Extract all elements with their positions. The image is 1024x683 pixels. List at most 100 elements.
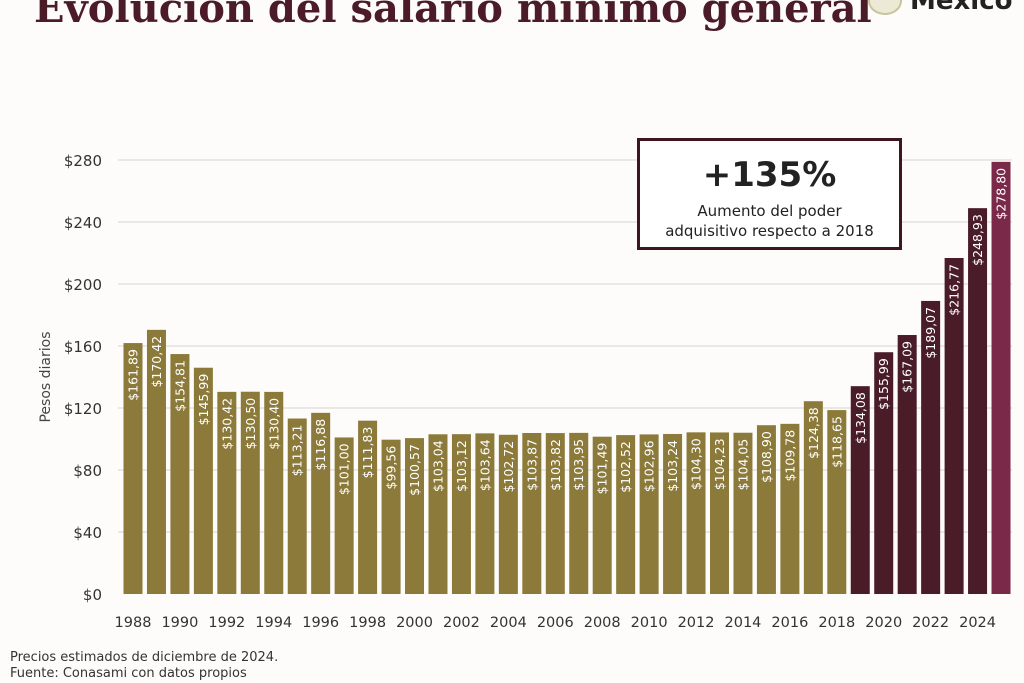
data-label: $99,56 — [384, 446, 399, 490]
bar-2002 — [451, 434, 471, 594]
y-tick-label: $80 — [73, 462, 102, 480]
bar-2008 — [592, 436, 612, 594]
data-label: $134,08 — [853, 392, 868, 444]
x-tick-label: 1990 — [161, 615, 198, 631]
data-label: $154,81 — [172, 360, 187, 412]
data-label: $145,99 — [196, 374, 211, 426]
data-label: $189,07 — [923, 307, 938, 359]
bar-1994 — [264, 391, 284, 594]
footnote-source: Fuente: Conasami con datos propios — [10, 666, 247, 681]
bar-2017 — [803, 401, 823, 594]
y-tick-label: $280 — [64, 152, 102, 170]
data-label: $104,30 — [689, 438, 704, 490]
footnotes: Precios estimados de diciembre de 2024. … — [10, 650, 278, 682]
data-label: $109,78 — [782, 430, 797, 482]
bar-1990 — [170, 354, 190, 594]
y-tick-label: $240 — [64, 214, 102, 232]
data-label: $103,95 — [571, 439, 586, 491]
bar-2020 — [874, 352, 894, 594]
y-tick-label: $120 — [64, 400, 102, 418]
x-tick-label: 2018 — [818, 615, 855, 631]
data-label: $111,83 — [360, 427, 375, 479]
callout-headline: +135% — [702, 155, 837, 195]
page-title: Evolución del salario mínimo general — [34, 0, 872, 32]
bar-2004 — [498, 434, 518, 594]
callout-box: +135% Aumento del poder adquisitivo resp… — [637, 138, 902, 250]
bar-1998 — [358, 420, 378, 594]
data-label: $130,40 — [266, 398, 281, 450]
data-label: $130,50 — [243, 398, 258, 450]
bar-1988 — [123, 343, 143, 594]
data-label: $100,57 — [407, 444, 422, 496]
bar-2003 — [475, 433, 495, 594]
y-tick-label: $200 — [64, 276, 102, 294]
data-label: $216,77 — [947, 264, 962, 316]
data-label: $124,38 — [806, 407, 821, 459]
y-tick-label: $40 — [73, 524, 102, 542]
x-tick-label: 1988 — [115, 615, 152, 631]
data-label: $102,96 — [642, 440, 657, 492]
data-label: $104,23 — [712, 438, 727, 490]
logo: México — [868, 0, 1012, 16]
bar-2021 — [897, 335, 917, 594]
y-tick-label: $0 — [83, 586, 102, 604]
y-axis-label: Pesos diarios — [38, 331, 54, 422]
bar-2006 — [545, 433, 565, 594]
bar-2022 — [921, 300, 941, 594]
x-tick-label: 2008 — [584, 615, 621, 631]
data-label: $167,09 — [900, 341, 915, 393]
data-label: $101,00 — [337, 443, 352, 495]
bar-1999 — [381, 439, 401, 594]
data-label: $104,05 — [735, 439, 750, 491]
data-label: $103,12 — [454, 440, 469, 492]
data-label: $101,49 — [595, 443, 610, 495]
bar-2014 — [733, 432, 753, 594]
bar-1989 — [146, 329, 166, 594]
bar-2005 — [522, 433, 542, 594]
data-label: $118,65 — [829, 416, 844, 468]
x-tick-label: 2006 — [537, 615, 574, 631]
callout-line1: Aumento del poder — [697, 202, 842, 220]
bar-2025 — [991, 161, 1011, 595]
bar-2011 — [663, 433, 683, 594]
x-tick-label: 2012 — [678, 615, 715, 631]
x-tick-label: 2004 — [490, 615, 527, 631]
bar-1997 — [334, 437, 354, 594]
data-label: $103,87 — [524, 439, 539, 491]
data-label: $116,88 — [313, 419, 328, 471]
x-tick-label: 1998 — [349, 615, 386, 631]
bar-2023 — [944, 258, 964, 594]
bar-1993 — [240, 391, 260, 594]
bar-2016 — [780, 423, 800, 594]
footnote-note: Precios estimados de diciembre de 2024. — [10, 650, 279, 665]
bar-1996 — [311, 412, 331, 594]
data-label: $103,04 — [430, 440, 445, 492]
bar-2013 — [710, 432, 729, 594]
x-tick-label: 1994 — [255, 615, 292, 631]
bar-1995 — [287, 418, 307, 594]
bar-2018 — [827, 410, 847, 594]
bar-2009 — [616, 435, 636, 594]
x-tick-label: 2002 — [443, 615, 480, 631]
bar-2015 — [756, 425, 776, 594]
data-label: $103,82 — [548, 439, 563, 491]
bar-2001 — [428, 434, 448, 594]
bar-1991 — [193, 367, 213, 594]
bar-1992 — [217, 391, 237, 594]
x-tick-label: 1996 — [302, 615, 339, 631]
y-tick-label: $160 — [64, 338, 102, 356]
x-tick-label: 2000 — [396, 615, 433, 631]
data-label: $278,80 — [994, 168, 1009, 220]
x-tick-label: 2020 — [865, 615, 902, 631]
bar-2007 — [569, 432, 589, 594]
data-label: $170,42 — [149, 336, 164, 388]
data-label: $103,64 — [477, 439, 492, 491]
x-tick-label: 2016 — [771, 615, 808, 631]
data-label: $108,90 — [759, 431, 774, 483]
bar-2000 — [405, 438, 425, 594]
data-label: $102,72 — [501, 441, 516, 493]
data-label: $161,89 — [126, 349, 141, 401]
callout-line2: adquisitivo respecto a 2018 — [665, 222, 874, 240]
x-tick-label: 2010 — [631, 615, 668, 631]
